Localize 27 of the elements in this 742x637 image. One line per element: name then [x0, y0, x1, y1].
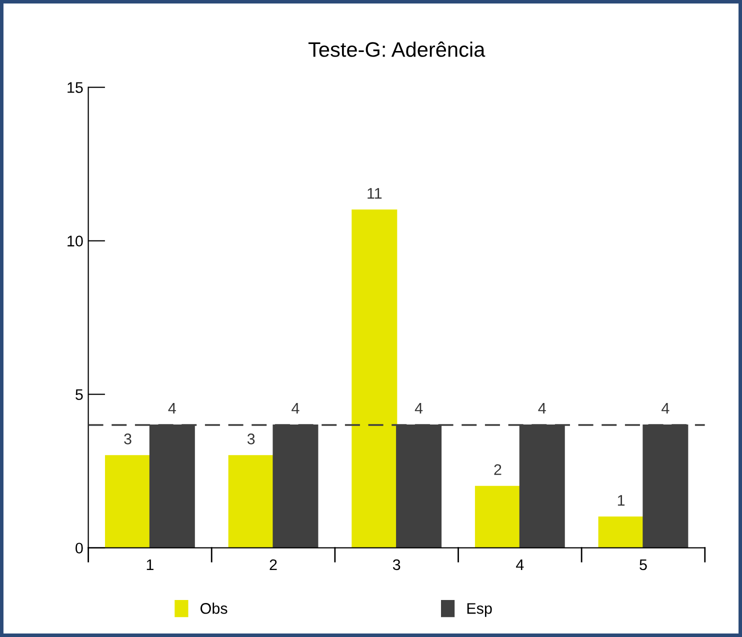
- data-label: 4: [414, 402, 423, 414]
- bar: [474, 486, 520, 548]
- bar: [105, 455, 151, 548]
- bar: [352, 210, 398, 548]
- x-tick-label: 2: [270, 559, 277, 570]
- legend-label: Obs: [200, 602, 228, 614]
- legend-label: Esp: [467, 603, 492, 617]
- data-label: 2: [494, 464, 502, 475]
- x-tick-label: 5: [640, 559, 647, 570]
- y-tick-label: 10: [68, 236, 83, 246]
- x-tick-label: 3: [392, 559, 400, 570]
- x-tick-label: 1: [146, 559, 154, 570]
- y-tick-label: 5: [76, 389, 83, 400]
- chart-title: Teste-G: Aderência: [308, 42, 486, 57]
- data-label: 1: [618, 495, 625, 506]
- bar: [598, 516, 644, 548]
- y-tick-label: 15: [68, 82, 83, 93]
- data-label: 4: [538, 402, 546, 414]
- x-tick-label: 4: [516, 559, 524, 570]
- data-label: 4: [168, 402, 176, 414]
- data-label: 11: [368, 188, 382, 199]
- data-label: 4: [292, 402, 300, 414]
- data-label: 3: [124, 434, 132, 444]
- data-label: 4: [662, 402, 670, 414]
- data-label: 3: [247, 434, 255, 444]
- y-tick-label: 0: [76, 542, 83, 554]
- bar: [228, 455, 274, 548]
